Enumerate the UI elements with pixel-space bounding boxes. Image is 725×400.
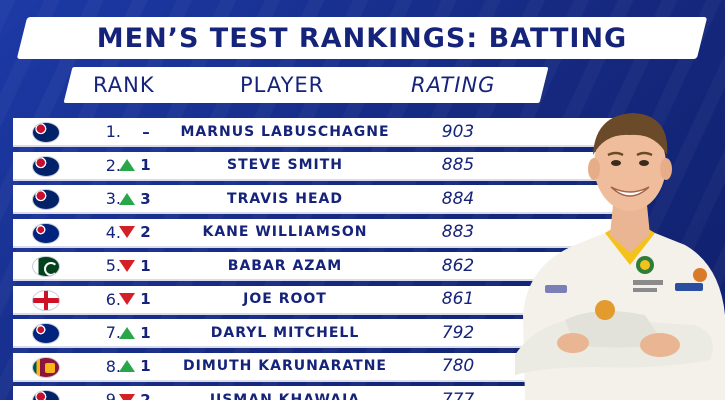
rank-position: 5. [105, 256, 121, 275]
header-player: PLAYER [240, 73, 325, 97]
nz-flag-icon [32, 222, 60, 244]
player-name: DARYL MITCHELL [210, 324, 360, 341]
rank-movement: – [111, 118, 159, 145]
en-flag-icon [32, 289, 60, 311]
player-name: BABAR AZAM [227, 257, 343, 274]
nz-flag-icon [32, 323, 60, 344]
au-flag-icon [32, 189, 60, 210]
arrow-up-icon [119, 360, 136, 372]
rank-movement-value: – [142, 122, 150, 141]
arrow-up-icon [119, 159, 136, 171]
rank-movement-value: 2 [140, 390, 151, 400]
rank-movement: 3 [111, 185, 159, 212]
player-name: JOE ROOT [243, 291, 327, 307]
au-flag-icon [32, 155, 60, 177]
arrow-up-icon [119, 192, 136, 205]
ranking-row: 9. 2 USMAN KHAWAJA 777 [13, 386, 623, 400]
player-rating: 862 [441, 255, 475, 276]
ranking-row: 6. 1 JOE ROOT 861 [13, 285, 623, 315]
rank-position: 9. [105, 390, 121, 400]
ranking-row: 3. 3 TRAVIS HEAD 884 [13, 185, 623, 214]
rank-movement-value: 2 [140, 223, 151, 241]
player-rating: 903 [441, 121, 475, 142]
rank-position: 2. [105, 155, 121, 175]
player-rating: 883 [441, 222, 475, 242]
player-photo [515, 113, 725, 400]
rank-movement: 1 [111, 152, 159, 179]
rank-movement-value: 3 [140, 189, 151, 208]
header-rank: RANK [93, 73, 155, 97]
lk-flag-icon [32, 356, 60, 378]
player-rating: 780 [441, 356, 475, 376]
ranking-row: 1. – MARNUS LABUSCHAGNE 903 [13, 118, 623, 147]
player-name: KANE WILLIAMSON [202, 224, 368, 240]
ranking-row: 4. 2 KANE WILLIAMSON 883 [13, 218, 623, 248]
arrow-down-icon [119, 393, 136, 400]
page-title: MEN’S TEST RANKINGS: BATTING [96, 22, 628, 54]
rank-movement-value: 1 [140, 156, 151, 174]
player-rating: 792 [441, 322, 475, 343]
pk-flag-icon [32, 256, 60, 277]
player-rating: 777 [441, 389, 475, 400]
player-name: STEVE SMITH [227, 157, 343, 173]
rank-movement: 2 [111, 386, 159, 400]
rank-movement: 1 [111, 286, 159, 313]
player-rating: 884 [441, 188, 475, 209]
rank-position: 4. [105, 222, 121, 242]
player-rating: 885 [441, 155, 475, 175]
rank-movement: 2 [111, 219, 159, 246]
rank-position: 3. [105, 189, 121, 208]
rank-movement-value: 1 [140, 323, 151, 342]
rank-movement-value: 1 [140, 290, 151, 308]
rank-position: 6. [105, 289, 121, 309]
au-flag-icon [32, 390, 60, 400]
ranking-row: 5. 1 BABAR AZAM 862 [13, 252, 623, 281]
rank-position: 1. [105, 122, 121, 141]
player-rating: 861 [441, 289, 475, 309]
ranking-row: 7. 1 DARYL MITCHELL 792 [13, 319, 623, 348]
rank-movement-value: 1 [140, 256, 151, 275]
rank-movement: 1 [111, 319, 159, 346]
rank-position: 7. [105, 323, 121, 342]
arrow-down-icon [119, 293, 136, 305]
arrow-down-icon [119, 259, 136, 272]
ranking-row: 2. 1 STEVE SMITH 885 [13, 151, 623, 181]
player-name: DIMUTH KARUNARATNE [182, 358, 387, 374]
player-name: MARNUS LABUSCHAGNE [180, 123, 390, 140]
rank-movement: 1 [111, 353, 159, 380]
rank-position: 8. [105, 356, 121, 376]
player-name: TRAVIS HEAD [227, 190, 343, 207]
arrow-up-icon [119, 326, 136, 339]
rank-movement-value: 1 [140, 357, 151, 375]
arrow-down-icon [119, 226, 136, 238]
header-rating: RATING [411, 73, 496, 97]
au-flag-icon [32, 122, 60, 143]
rank-movement: 1 [111, 252, 159, 279]
player-name: USMAN KHAWAJA [209, 391, 361, 400]
